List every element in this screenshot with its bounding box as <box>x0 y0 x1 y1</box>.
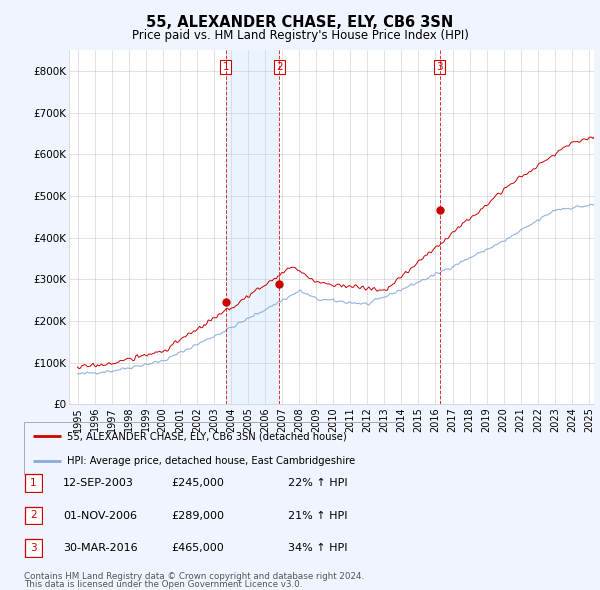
FancyBboxPatch shape <box>25 507 42 524</box>
Bar <box>226 50 280 404</box>
Text: 2: 2 <box>276 62 283 72</box>
Text: 21% ↑ HPI: 21% ↑ HPI <box>288 511 347 520</box>
Text: £245,000: £245,000 <box>171 478 224 488</box>
Text: HPI: Average price, detached house, East Cambridgeshire: HPI: Average price, detached house, East… <box>67 455 355 466</box>
Text: 30-MAR-2016: 30-MAR-2016 <box>63 543 137 553</box>
Text: £465,000: £465,000 <box>171 543 224 553</box>
Text: Contains HM Land Registry data © Crown copyright and database right 2024.: Contains HM Land Registry data © Crown c… <box>24 572 364 581</box>
Text: Price paid vs. HM Land Registry's House Price Index (HPI): Price paid vs. HM Land Registry's House … <box>131 30 469 42</box>
Text: 34% ↑ HPI: 34% ↑ HPI <box>288 543 347 553</box>
Text: 3: 3 <box>436 62 443 72</box>
Text: 01-NOV-2006: 01-NOV-2006 <box>63 511 137 520</box>
Text: 22% ↑ HPI: 22% ↑ HPI <box>288 478 347 488</box>
Text: £289,000: £289,000 <box>171 511 224 520</box>
Text: This data is licensed under the Open Government Licence v3.0.: This data is licensed under the Open Gov… <box>24 580 302 589</box>
Text: 2: 2 <box>30 510 37 520</box>
Text: 12-SEP-2003: 12-SEP-2003 <box>63 478 134 488</box>
Text: 55, ALEXANDER CHASE, ELY, CB6 3SN (detached house): 55, ALEXANDER CHASE, ELY, CB6 3SN (detac… <box>67 431 347 441</box>
Text: 55, ALEXANDER CHASE, ELY, CB6 3SN: 55, ALEXANDER CHASE, ELY, CB6 3SN <box>146 15 454 30</box>
Text: 1: 1 <box>30 478 37 488</box>
FancyBboxPatch shape <box>25 474 42 491</box>
Text: 3: 3 <box>30 543 37 553</box>
Text: 1: 1 <box>223 62 229 72</box>
FancyBboxPatch shape <box>25 539 42 556</box>
